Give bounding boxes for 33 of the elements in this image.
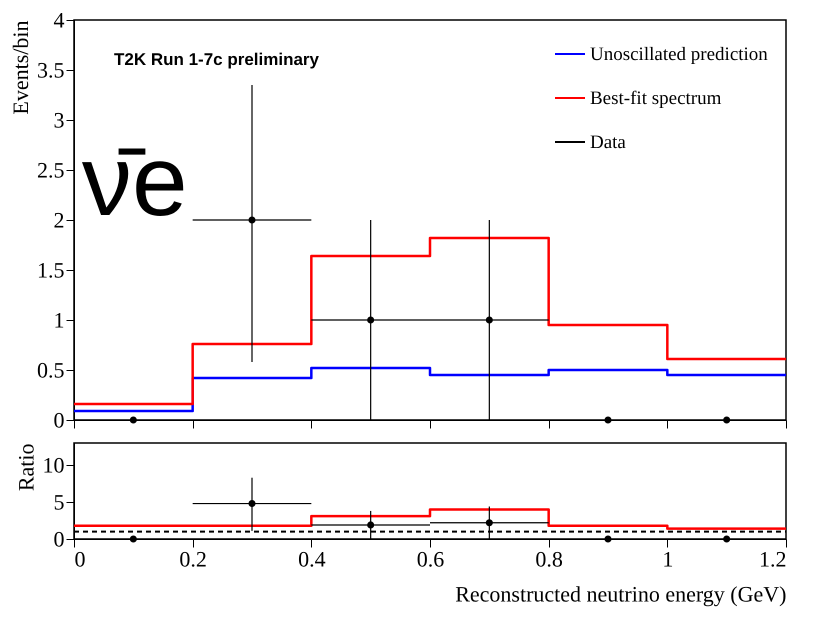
y-tick-label: 3.5 (37, 58, 64, 82)
y-tick-label: 3 (54, 108, 64, 132)
legend-label: Best-fit spectrum (590, 88, 722, 109)
y-tick-label: 0 (54, 526, 64, 552)
y-tick-label: 0 (54, 408, 64, 432)
annotation: T2K Run 1-7c preliminary (114, 50, 320, 69)
y-tick-label: 1 (54, 308, 64, 332)
point (367, 316, 374, 324)
legend-label: Unoscillated prediction (590, 44, 768, 65)
y-tick-label: 2 (54, 208, 64, 232)
point (486, 316, 493, 324)
x-tick-label: 0 (74, 546, 86, 572)
x-tick-label: 0.8 (535, 546, 563, 572)
y-tick-label: 0.5 (37, 358, 64, 382)
x-tick-label: 1 (662, 546, 674, 572)
point (130, 416, 137, 424)
point (248, 216, 256, 224)
y-axis-title: Events/bin (8, 20, 33, 115)
y-tick-label: 10 (42, 452, 64, 478)
annotation: ν̄e (82, 125, 188, 237)
x-tick-label: 1.2 (759, 546, 786, 572)
x-tick-label: 0.4 (298, 546, 326, 572)
x-tick-label: 0.2 (179, 546, 207, 572)
y-tick-label: 1.5 (37, 258, 64, 282)
y-axis-title: Ratio (14, 444, 38, 492)
x-axis-title: Reconstructed neutrino energy (GeV) (455, 582, 786, 606)
point (723, 416, 730, 424)
y-tick-label: 5 (54, 490, 64, 515)
y-tick-label: 2.5 (37, 158, 64, 182)
x-tick-label: 0.6 (416, 546, 444, 572)
legend-label: Data (590, 132, 626, 153)
y-tick-label: 4 (54, 8, 64, 32)
point (604, 416, 612, 424)
